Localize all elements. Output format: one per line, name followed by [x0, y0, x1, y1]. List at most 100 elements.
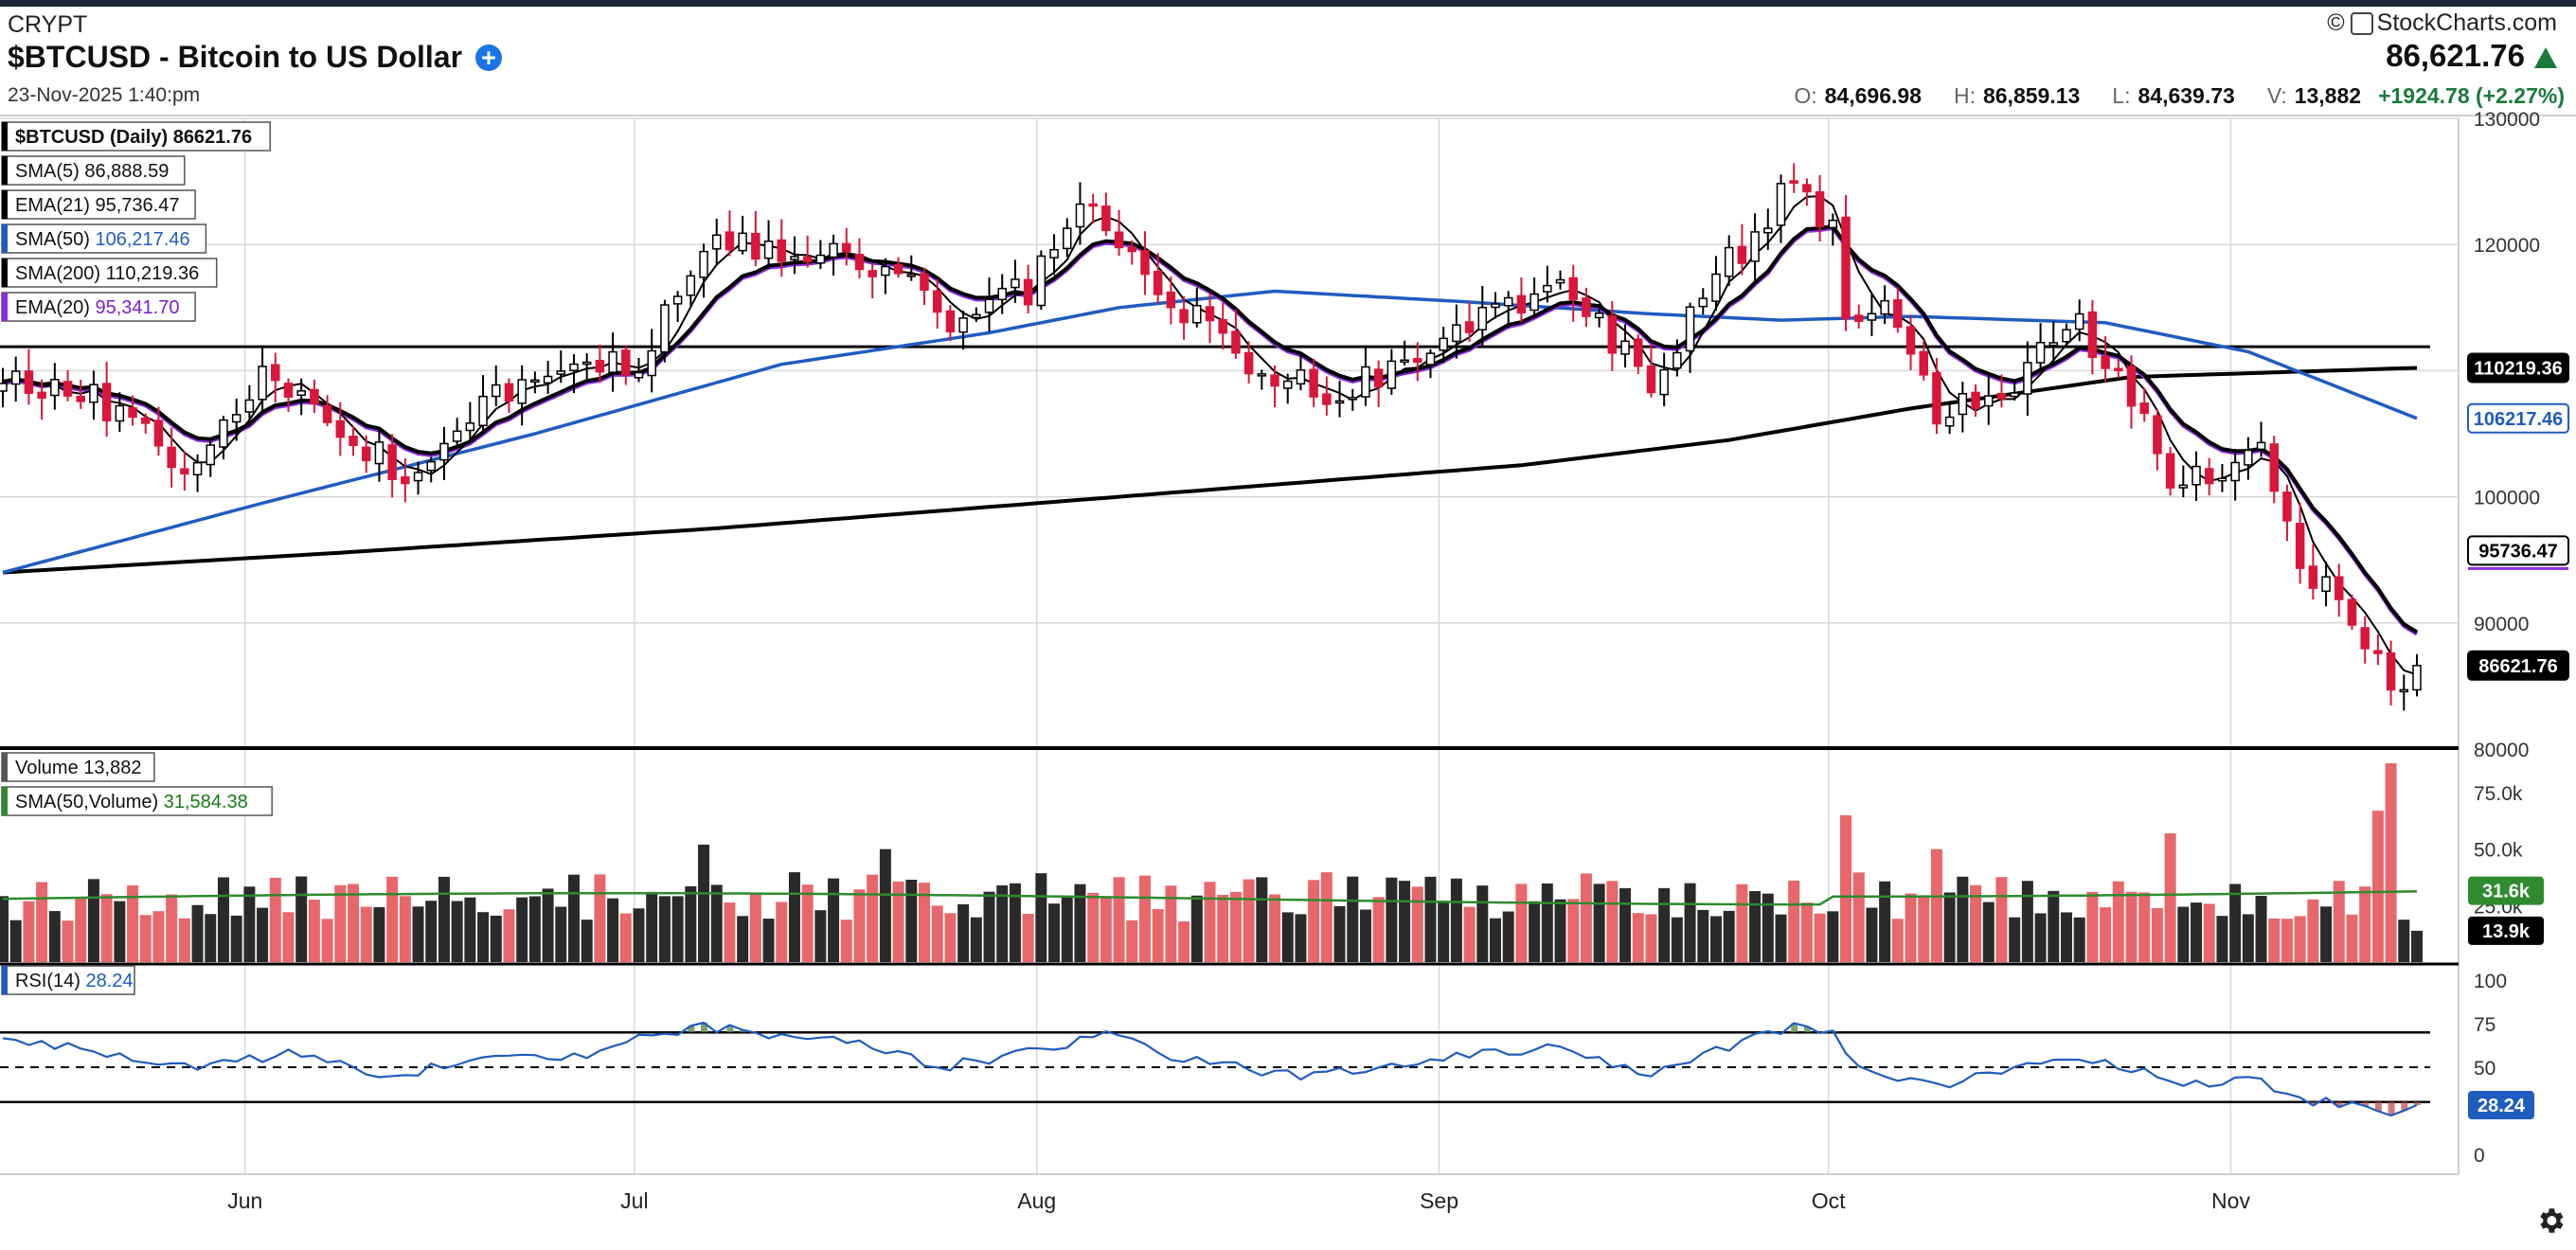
volume-bar [230, 915, 242, 962]
indicator-legend-item: SMA(5) 86,888.59 [1, 155, 186, 186]
volume-bar [2151, 907, 2163, 962]
candle-body [854, 253, 865, 271]
candle-body [322, 404, 332, 423]
volume-bar [2320, 906, 2333, 962]
candle-body [244, 399, 255, 413]
volume-bar [1800, 902, 1813, 962]
price-tick-label: 120000 [2474, 235, 2540, 257]
volume-bar [892, 881, 904, 962]
month-tick-label: Oct [1812, 1188, 1846, 1213]
volume-bar [2191, 902, 2203, 962]
volume-bar [1529, 901, 1541, 962]
volume-bar [853, 889, 866, 962]
candle-body [140, 417, 151, 424]
volume-bar [1333, 905, 1346, 962]
volume-bar [555, 906, 567, 962]
volume-bar [2138, 892, 2151, 962]
candle-body [1243, 351, 1254, 375]
candle-body [997, 287, 1007, 301]
volume-bar [1061, 897, 1073, 962]
rsi-oversold-fill [2310, 1101, 2317, 1106]
volume-bar [646, 891, 658, 962]
legend-box [1, 752, 155, 782]
volume-bar [2411, 930, 2423, 962]
volume-bar [1438, 901, 1450, 962]
candle-body [283, 383, 294, 398]
candle-body [153, 420, 164, 447]
gear-icon[interactable] [2534, 1205, 2567, 1237]
candle-body [2074, 312, 2084, 330]
volume-bar [1476, 885, 1489, 962]
candle-body [932, 290, 942, 313]
candle-body [1996, 392, 2007, 400]
volume-bar [2307, 899, 2319, 962]
candle-body [1828, 219, 1838, 229]
volume-bar [2021, 881, 2033, 962]
candle-body [37, 391, 46, 399]
candle-body [2165, 453, 2175, 489]
candle-body [2114, 367, 2123, 372]
volume-bar [1567, 899, 1580, 962]
volume-bar [762, 919, 775, 962]
volume-bar [2333, 881, 2345, 962]
volume-bar [1022, 914, 1034, 962]
volume-legend-item: SMA(50,Volume) 31,584.38 [1, 786, 273, 816]
volume-bar [243, 886, 256, 962]
volume-tick-label: 50.0k [2474, 840, 2523, 862]
volume-bar [1541, 883, 1553, 962]
volume-bar [1243, 879, 1255, 962]
candle-body [1257, 373, 1267, 377]
candle-body [1439, 337, 1448, 351]
volume-bar [2294, 916, 2306, 962]
volume-bar [2164, 832, 2176, 962]
legend-label: EMA(20) 95,341.70 [15, 297, 179, 318]
candle-body [50, 379, 60, 397]
candle-body [361, 446, 371, 462]
candle-body [868, 270, 877, 277]
volume-bar [464, 897, 476, 962]
legend-label: $BTCUSD (Daily) 86621.76 [15, 127, 252, 148]
volume-bar [2125, 891, 2138, 962]
candle-body [504, 383, 514, 402]
exchange-label: CRYPT [8, 11, 88, 38]
candle-body [2295, 523, 2305, 569]
stockcharts-brand[interactable]: © StockCharts.com [2327, 9, 2557, 37]
candle-body [310, 388, 319, 405]
price-tag-label: 110219.36 [2474, 358, 2562, 379]
volume-bar [114, 901, 126, 962]
candle-body [1140, 250, 1150, 276]
volume-bar [1918, 895, 1930, 962]
volume-bar [983, 891, 995, 962]
candle-body [2191, 465, 2201, 486]
volume-bar [100, 894, 113, 962]
volume-bar [1709, 916, 1722, 962]
candle-body [1386, 360, 1397, 389]
candle-body [647, 349, 656, 377]
rsi-overbought-fill [740, 1029, 747, 1033]
candle-body [581, 361, 592, 366]
volume-bar [1204, 882, 1216, 962]
volume-bar [1866, 907, 1878, 962]
volume-bar [1295, 914, 1307, 962]
volume-bar [905, 880, 918, 962]
legend-label: EMA(21) 95,736.47 [15, 195, 179, 216]
volume-bar [1593, 884, 1605, 962]
candle-body [1594, 312, 1604, 319]
rsi-oversold-fill [2388, 1101, 2395, 1116]
candle-body [1543, 284, 1552, 293]
volume-bar [1930, 848, 1942, 962]
legend-label: SMA(50,Volume) 31,584.38 [15, 792, 248, 812]
candle-body [1984, 395, 1994, 407]
candle-body [608, 350, 617, 373]
volume-bar [1658, 887, 1671, 962]
up-arrow-icon [2534, 47, 2557, 68]
candle-body [920, 273, 929, 292]
plus-circle-icon[interactable]: + [475, 44, 503, 71]
volume-bar [1619, 887, 1632, 962]
candle-body [1179, 309, 1189, 324]
copyright-symbol: © [2327, 9, 2345, 36]
legend-swatch [2, 753, 8, 781]
candle-body [1023, 278, 1033, 306]
candle-body [2204, 468, 2214, 485]
